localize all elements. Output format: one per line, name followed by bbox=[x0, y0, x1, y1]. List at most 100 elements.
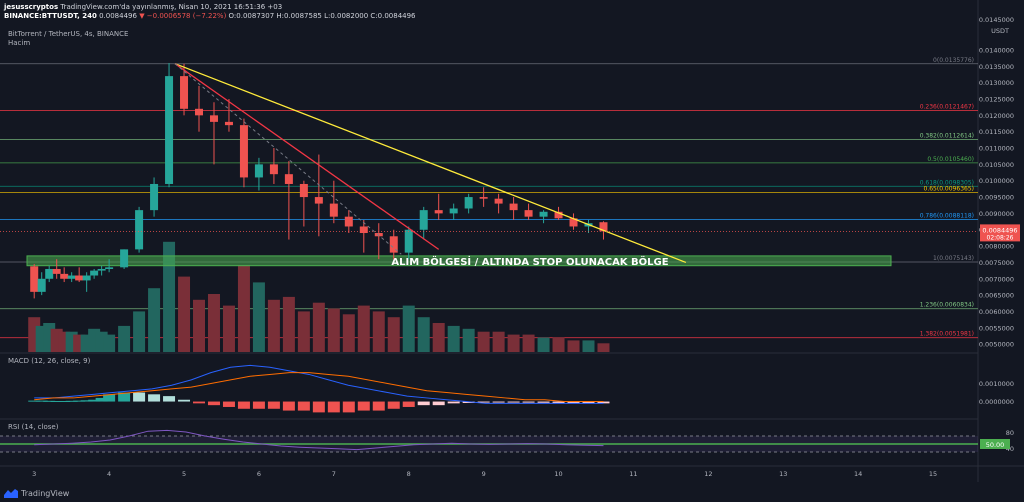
ohlc: O:0.0087307 H:0.0087585 L:0.0082000 C:0.… bbox=[228, 12, 416, 20]
candle-body bbox=[209, 115, 218, 122]
price-tick: 0.0115000 bbox=[979, 128, 1014, 136]
macd-line bbox=[34, 364, 604, 404]
candle-body bbox=[524, 210, 533, 217]
macd-hist-bar bbox=[432, 401, 445, 406]
time-tick: 13 bbox=[779, 470, 787, 478]
macd-hist-bar bbox=[148, 394, 161, 402]
footer[interactable]: TradingView bbox=[4, 488, 69, 498]
volume-bar bbox=[133, 311, 146, 352]
macd-hist-bar bbox=[80, 400, 93, 402]
volume-bar bbox=[372, 311, 385, 352]
candle-body bbox=[314, 197, 323, 204]
volume-bar bbox=[312, 302, 325, 352]
price-tick: 0.0100000 bbox=[979, 177, 1014, 185]
volume-bar bbox=[237, 265, 250, 352]
macd-hist-bar bbox=[477, 401, 490, 403]
price-unit: USDT bbox=[991, 27, 1009, 35]
macd-hist-bar bbox=[88, 399, 101, 402]
candle-body bbox=[284, 174, 293, 184]
macd-hist-bar bbox=[372, 401, 385, 411]
candle-body bbox=[464, 197, 473, 209]
tradingview-logo-icon bbox=[4, 489, 18, 498]
fib-label-2: 0.382(0.0112614) bbox=[920, 132, 974, 139]
price-tick: 0.0095000 bbox=[979, 194, 1014, 202]
candle-body bbox=[67, 275, 76, 279]
legend-volume: Hacim bbox=[8, 39, 31, 47]
volume-bar bbox=[477, 331, 490, 352]
fib-label-7: 1(0.0075143) bbox=[933, 255, 974, 262]
candle-body bbox=[239, 125, 248, 178]
volume-bar bbox=[118, 325, 131, 352]
volume-bar bbox=[387, 317, 400, 352]
macd-hist-bar bbox=[222, 401, 235, 407]
candle-body bbox=[224, 121, 233, 126]
time-tick: 9 bbox=[482, 470, 486, 478]
volume-bar bbox=[193, 299, 206, 352]
macd-hist-bar bbox=[95, 397, 108, 402]
macd-hist-bar bbox=[58, 401, 71, 403]
volume-bar bbox=[597, 343, 610, 352]
price-tick: 0.0050000 bbox=[979, 341, 1014, 349]
time-tick: 5 bbox=[182, 470, 186, 478]
time-tick: 10 bbox=[554, 470, 562, 478]
macd-hist-bar bbox=[28, 400, 41, 402]
legend-rsi: RSI (14, close) bbox=[8, 423, 59, 431]
macd-hist-bar bbox=[237, 401, 250, 409]
macd-hist-bar bbox=[327, 401, 340, 413]
candle-body bbox=[75, 275, 84, 281]
volume-bar bbox=[148, 288, 161, 352]
macd-hist-bar bbox=[387, 401, 400, 409]
price-tick: 0.0070000 bbox=[979, 275, 1014, 283]
time-tick: 6 bbox=[257, 470, 261, 478]
fib-trend-dashed bbox=[174, 63, 402, 255]
volume-bar bbox=[342, 314, 355, 352]
price: 0.0084496 bbox=[99, 12, 137, 20]
candle-body bbox=[299, 183, 308, 198]
candle-body bbox=[90, 270, 99, 276]
candle-body bbox=[359, 226, 368, 234]
fib-label-5: 0.65(0.0096365) bbox=[924, 186, 975, 193]
candle-body bbox=[254, 164, 263, 178]
volume-bar bbox=[432, 323, 445, 352]
macd-hist-bar bbox=[537, 401, 550, 403]
rsi-value: 50.00 bbox=[986, 441, 1005, 449]
candle-body bbox=[494, 198, 503, 204]
candle-body bbox=[180, 76, 189, 109]
candle-body bbox=[434, 210, 443, 214]
price-tick: 0.0110000 bbox=[979, 145, 1014, 153]
candle-body bbox=[344, 216, 353, 227]
trendline-red bbox=[174, 63, 440, 250]
macd-tick: 0.0010000 bbox=[979, 380, 1014, 388]
price-tick: 0.0125000 bbox=[979, 95, 1014, 103]
legend-title: BitTorrent / TetherUS, 4s, BINANCE bbox=[8, 30, 129, 38]
volume-bar bbox=[222, 305, 235, 352]
macd-hist-bar bbox=[252, 401, 265, 409]
price-tick: 0.0105000 bbox=[979, 161, 1014, 169]
macd-hist-bar bbox=[507, 401, 520, 403]
rsi-tick: 80 bbox=[1006, 429, 1014, 437]
candle-body bbox=[539, 211, 548, 217]
volume-bar bbox=[402, 305, 415, 352]
candle-body bbox=[389, 236, 398, 253]
price-tick: 0.0135000 bbox=[979, 63, 1014, 71]
macd-hist-bar bbox=[297, 401, 310, 411]
candle-body bbox=[599, 222, 608, 232]
price-tick: 0.0140000 bbox=[979, 46, 1014, 54]
fib-label-9: 1.382(0.0051981) bbox=[920, 331, 974, 338]
buy-zone bbox=[26, 255, 892, 267]
macd-hist-bar bbox=[193, 401, 206, 404]
fib-label-3: 0.5(0.0105460) bbox=[927, 156, 974, 163]
price-tick: 0.0080000 bbox=[979, 243, 1014, 251]
current-price-countdown: 02:08:26 bbox=[987, 234, 1014, 241]
fib-label-8: 1.236(0.0060834) bbox=[920, 302, 974, 309]
macd-hist-bar bbox=[582, 401, 595, 404]
volume-bar bbox=[178, 276, 191, 352]
macd-hist-bar bbox=[207, 401, 220, 406]
macd-hist-bar bbox=[103, 394, 116, 402]
macd-hist-bar bbox=[178, 399, 191, 402]
macd-hist-bar bbox=[312, 401, 325, 413]
volume-bar bbox=[567, 340, 580, 352]
volume-bar bbox=[447, 325, 460, 352]
volume-bar bbox=[507, 334, 520, 352]
